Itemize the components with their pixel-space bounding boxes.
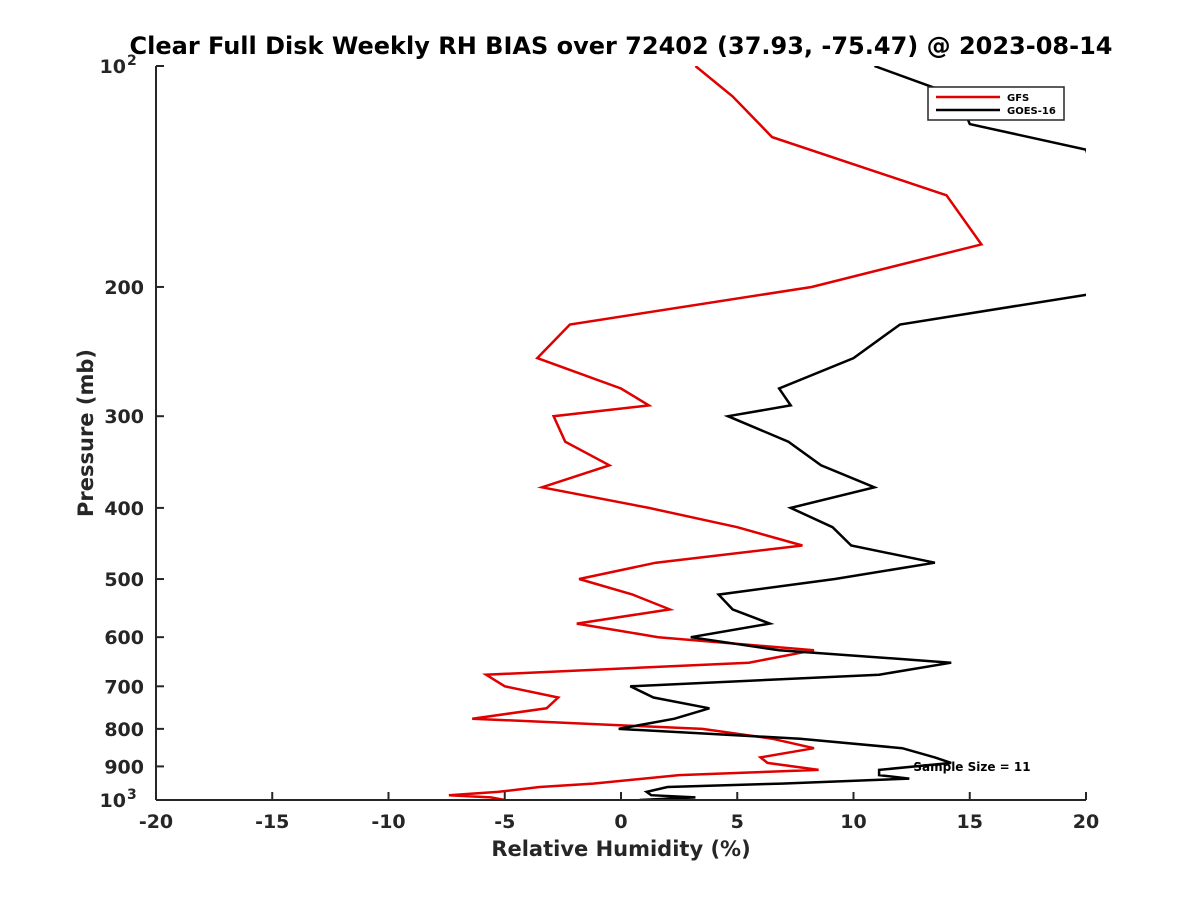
x-tick-label: 15 <box>957 811 983 833</box>
legend-label-gfs: GFS <box>1007 93 1029 104</box>
legend-label-goes16: GOES-16 <box>1007 106 1056 117</box>
y-tick-label: 10 <box>100 56 126 78</box>
y-tick-label: 800 <box>104 719 144 741</box>
y-tick-label: 300 <box>104 406 144 428</box>
y-tick-label: 10 <box>100 790 126 812</box>
y-tick-label: 900 <box>104 756 144 778</box>
y-axis-label: Pressure (mb) <box>74 349 98 517</box>
series-layer <box>448 66 1086 800</box>
x-tick-label: 20 <box>1073 811 1099 833</box>
x-tick-label: 5 <box>731 811 744 833</box>
y-tick-label: 600 <box>104 627 144 649</box>
series-line-gfs <box>448 66 984 800</box>
y-tick-exponent: 3 <box>127 787 137 803</box>
legend: GFS GOES-16 <box>927 86 1065 121</box>
y-tick-label: 400 <box>104 498 144 520</box>
x-axis-label: Relative Humidity (%) <box>491 837 750 861</box>
x-tick-label: 0 <box>614 811 627 833</box>
x-tick-label: -5 <box>494 811 515 833</box>
x-tick-label: -10 <box>371 811 405 833</box>
x-tick-label: -15 <box>255 811 289 833</box>
sample-size-annotation: Sample Size = 11 <box>913 760 1030 774</box>
x-tick-label: 10 <box>840 811 866 833</box>
y-tick-label: 700 <box>104 676 144 698</box>
y-tick-exponent: 2 <box>127 53 137 69</box>
x-axis-ticks: -20 -15 -10 -5 0 5 10 15 20 <box>139 792 1099 833</box>
y-tick-label: 500 <box>104 569 144 591</box>
chart-title: Clear Full Disk Weekly RH BIAS over 7240… <box>130 32 1113 60</box>
series-line-goes16 <box>618 66 1086 800</box>
legend-box <box>927 86 1065 121</box>
y-tick-label: 200 <box>104 277 144 299</box>
x-tick-label: -20 <box>139 811 173 833</box>
